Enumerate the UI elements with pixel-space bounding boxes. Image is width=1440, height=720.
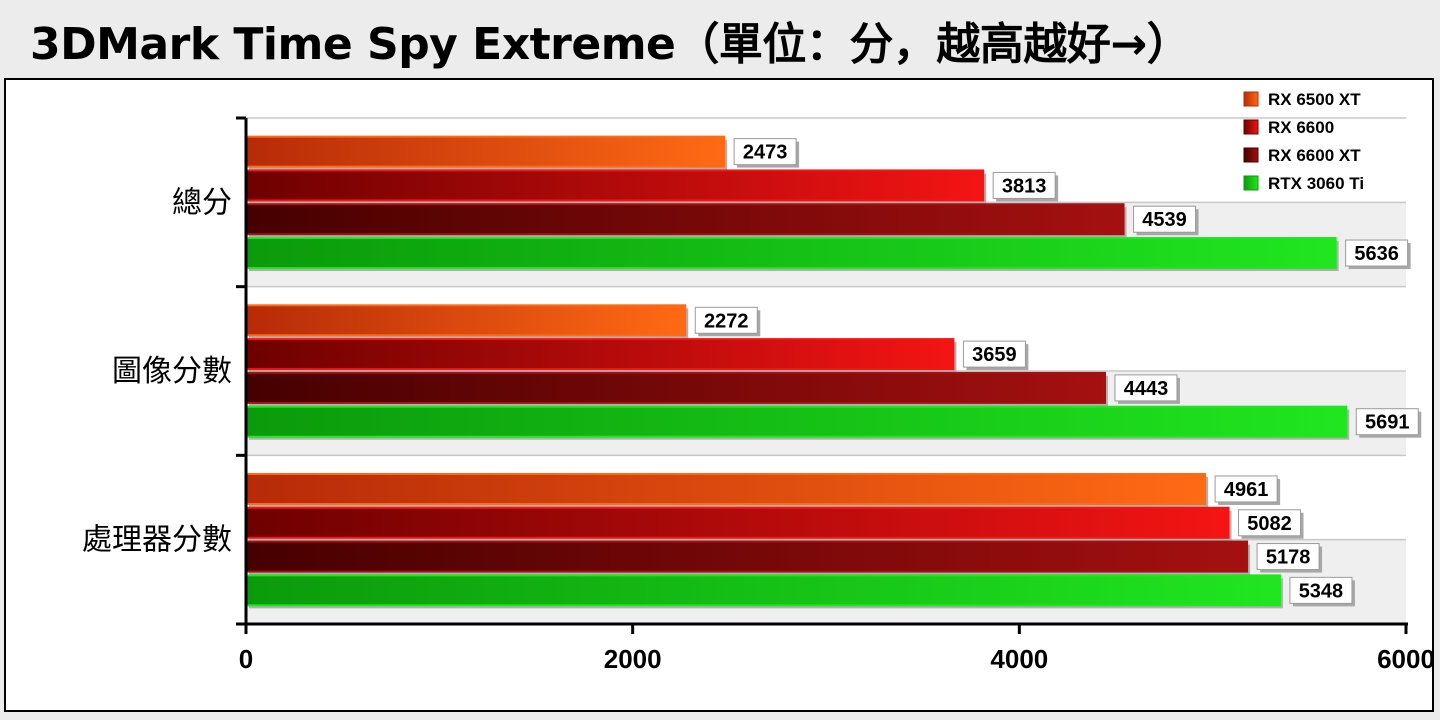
x-tick-label: 2000 xyxy=(604,644,662,674)
legend-label: RX 6600 XT xyxy=(1268,146,1361,165)
value-label: 3659 xyxy=(972,344,1017,366)
value-label-box xyxy=(1114,374,1178,402)
value-label-box xyxy=(1133,205,1197,233)
bar xyxy=(245,405,1348,438)
chart-frame: 總分 2473 3813 4539 5636 圖像分數 2272 3659 4443 5691 處理… xyxy=(4,78,1434,712)
bar xyxy=(245,203,1125,236)
category-label: 圖像分數 xyxy=(112,354,232,389)
bar xyxy=(245,169,985,202)
value-label: 4961 xyxy=(1224,479,1269,501)
legend-swatch xyxy=(1243,119,1259,135)
value-label: 2272 xyxy=(704,310,749,332)
title-bar: 3DMark Time Spy Extreme（單位：分，越高越好→） xyxy=(0,0,1440,76)
bar xyxy=(245,237,1337,270)
value-label: 5636 xyxy=(1354,243,1399,265)
legend-label: RX 6600 xyxy=(1268,118,1334,137)
value-label-box xyxy=(1256,543,1320,571)
bar xyxy=(245,338,955,371)
bar xyxy=(245,540,1249,573)
category-label: 總分 xyxy=(172,185,232,220)
bar xyxy=(245,574,1281,607)
value-label: 5348 xyxy=(1299,580,1344,602)
page-title: 3DMark Time Spy Extreme（單位：分，越高越好→） xyxy=(30,19,1191,70)
bar xyxy=(245,472,1207,505)
bar xyxy=(245,371,1106,404)
value-label: 3813 xyxy=(1002,175,1047,197)
value-label: 5691 xyxy=(1365,412,1410,434)
value-label-box xyxy=(733,138,797,166)
legend-swatch xyxy=(1243,175,1259,191)
value-label: 5082 xyxy=(1247,513,1292,535)
legend-label: RTX 3060 Ti xyxy=(1268,174,1364,193)
value-label: 4443 xyxy=(1124,378,1169,400)
value-label-box xyxy=(1214,475,1278,503)
value-label-box xyxy=(962,340,1026,368)
value-label-box xyxy=(1355,408,1419,436)
bar xyxy=(245,304,687,337)
value-label-box xyxy=(1345,239,1409,267)
value-label: 4539 xyxy=(1142,209,1187,231)
value-label-box xyxy=(1238,509,1302,537)
bar xyxy=(245,506,1230,539)
value-label-box xyxy=(992,171,1056,199)
x-tick-label: 6000 xyxy=(1377,644,1432,674)
legend-swatch xyxy=(1243,147,1259,163)
value-label: 2473 xyxy=(743,142,788,164)
legend-swatch xyxy=(1243,91,1259,107)
legend-label: RX 6500 XT xyxy=(1268,90,1361,109)
category-label: 處理器分數 xyxy=(82,523,232,558)
bar xyxy=(245,135,726,168)
value-label: 5178 xyxy=(1266,547,1311,569)
x-tick-label: 4000 xyxy=(990,644,1048,674)
bar-chart: 總分 2473 3813 4539 5636 圖像分數 2272 3659 4443 5691 處理… xyxy=(82,90,1432,674)
value-label-box xyxy=(694,306,758,334)
value-label-box xyxy=(1289,576,1353,604)
x-tick-label: 0 xyxy=(239,644,253,674)
